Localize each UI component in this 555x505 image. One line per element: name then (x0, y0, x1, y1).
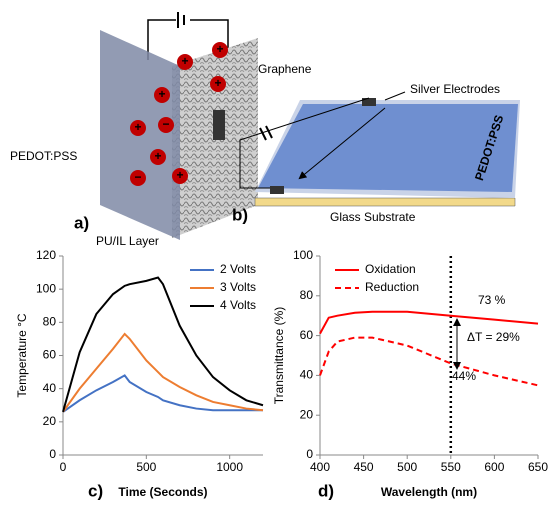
label: Glass Substrate (330, 210, 416, 224)
substrate (255, 198, 515, 206)
battery (266, 126, 272, 138)
y-tick-label: 40 (43, 381, 57, 395)
y-tick-label: 20 (43, 414, 57, 428)
svg-text:+: + (158, 87, 165, 101)
svg-text:+: + (154, 149, 161, 163)
svg-text:+: + (216, 42, 223, 56)
y-tick-label: 20 (300, 407, 314, 421)
legend-label: Reduction (365, 280, 419, 294)
battery (260, 128, 266, 140)
y-tick-label: 0 (306, 447, 313, 461)
svg-text:−: − (162, 117, 169, 131)
annotation: 73 % (478, 293, 506, 307)
y-tick-label: 100 (293, 248, 313, 262)
x-tick-label: 550 (441, 460, 461, 474)
label: Graphene (258, 62, 312, 76)
svg-text:−: − (134, 170, 141, 184)
x-axis-label: Time (Seconds) (118, 485, 207, 499)
svg-text:+: + (134, 120, 141, 134)
legend-label: Oxidation (365, 262, 416, 276)
y-axis-label: Temperature °C (15, 313, 29, 397)
svg-text:+: + (176, 168, 183, 182)
y-tick-label: 0 (49, 447, 56, 461)
label: PU/IL Layer (96, 234, 159, 248)
svg-text:+: + (214, 76, 221, 90)
x-tick-label: 400 (310, 460, 330, 474)
diagram-a: + + + + − + − + + Graphene PEDOT:PSS a) … (10, 12, 312, 248)
line (320, 338, 538, 386)
x-tick-label: 450 (354, 460, 374, 474)
svg-text:+: + (181, 54, 188, 68)
annotation: ΔT = 29% (467, 330, 520, 344)
y-tick-label: 60 (300, 328, 314, 342)
y-tick-label: 120 (36, 248, 56, 262)
leader (385, 92, 405, 100)
x-tick-label: 500 (136, 460, 156, 474)
y-tick-label: 100 (36, 281, 56, 295)
x-axis-label: Wavelength (nm) (381, 485, 477, 499)
electrode (270, 186, 284, 194)
diagram-b: Silver Electrodes PEDOT:PSS b) Glass Sub… (232, 82, 520, 224)
y-tick-label: 40 (300, 368, 314, 382)
y-tick-label: 80 (300, 288, 314, 302)
x-tick-label: 600 (484, 460, 504, 474)
y-tick-label: 60 (43, 348, 57, 362)
panel-label: a) (74, 213, 89, 232)
x-tick-label: 0 (60, 460, 67, 474)
panel-label: d) (318, 481, 334, 500)
x-tick-label: 500 (397, 460, 417, 474)
label: Silver Electrodes (410, 82, 500, 96)
figure: + + + + − + − + + Graphene PEDOT:PSS a) … (0, 0, 555, 505)
x-tick-label: 650 (528, 460, 548, 474)
legend-label: 3 Volts (220, 280, 256, 294)
x-tick-label: 1000 (216, 460, 243, 474)
label: PEDOT:PSS (10, 149, 77, 163)
legend-label: 2 Volts (220, 262, 256, 276)
y-tick-label: 80 (43, 315, 57, 329)
electrode (213, 110, 225, 140)
annotation: 44% (452, 369, 476, 383)
panel-label: c) (88, 481, 103, 500)
legend-label: 4 Volts (220, 298, 256, 312)
page: + + + + − + − + + Graphene PEDOT:PSS a) … (0, 0, 555, 505)
y-axis-label: Transmittance (%) (272, 307, 286, 405)
panel-label: b) (232, 205, 248, 224)
